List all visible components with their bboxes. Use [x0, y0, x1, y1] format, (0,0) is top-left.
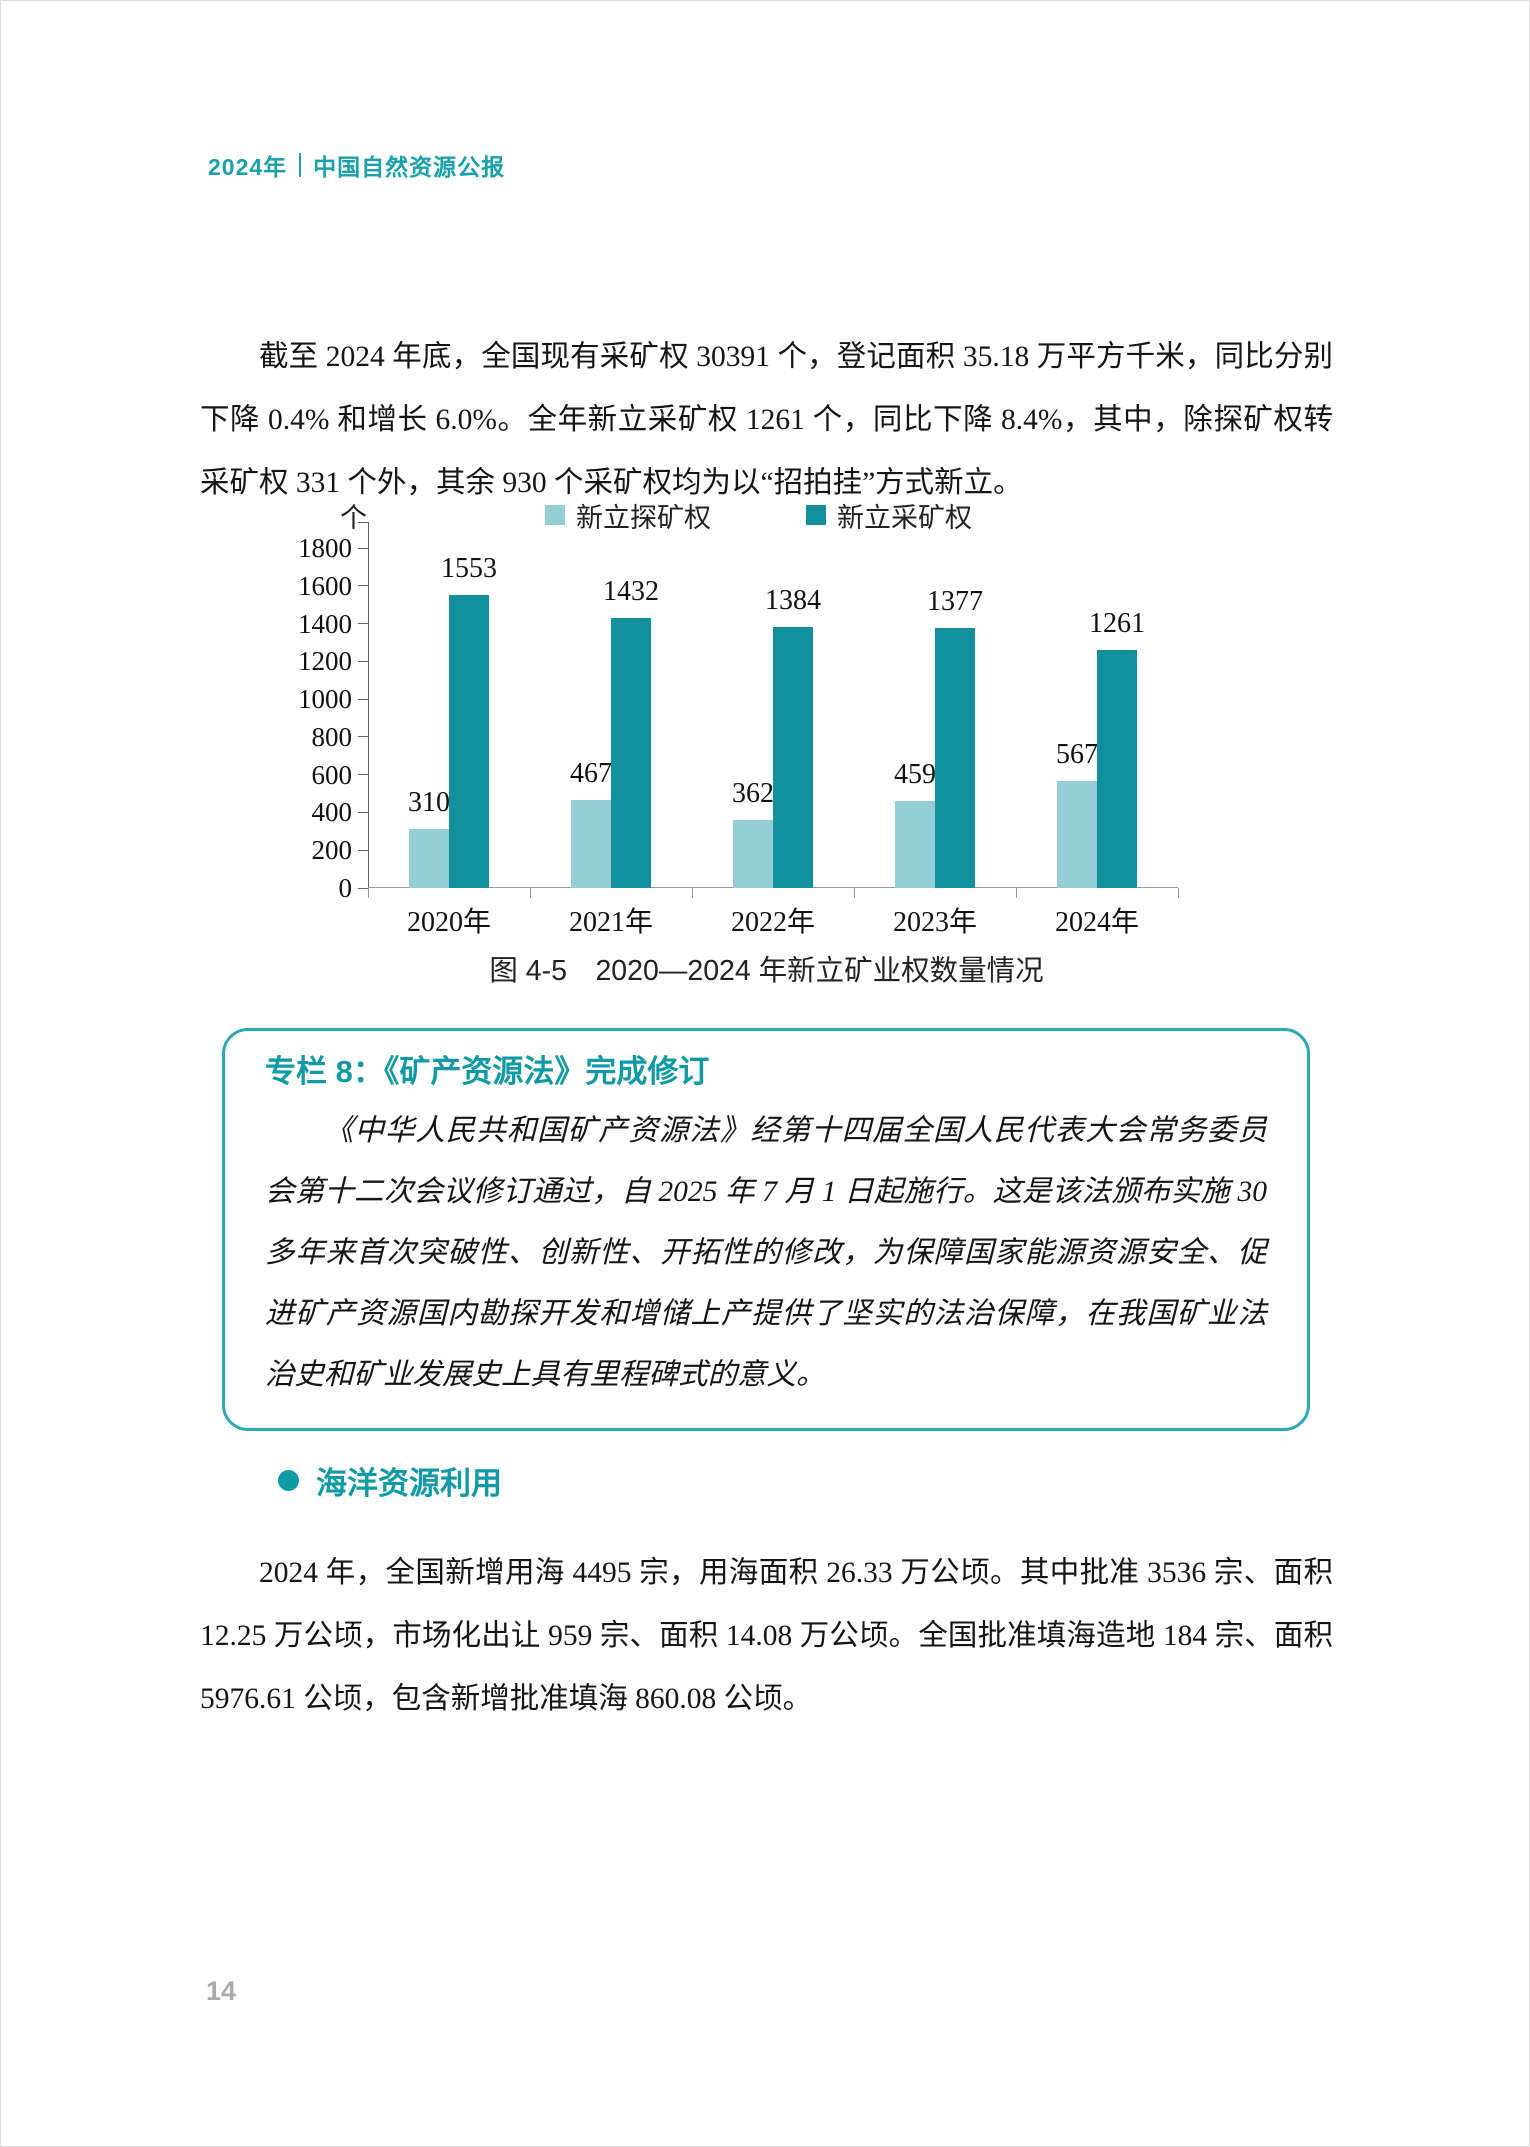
figure-caption: 图 4-5 2020—2024 年新立矿业权数量情况 — [489, 955, 1044, 987]
y-tick-label: 0 — [338, 873, 353, 903]
chart-legend: 新立探矿权 新立采矿权 — [545, 496, 972, 535]
bar-segment — [1057, 780, 1097, 888]
x-tick-mark — [368, 888, 369, 898]
x-category-label: 2020年 — [406, 907, 491, 938]
x-tick-mark — [1016, 888, 1017, 898]
callout-box: 专栏 8：《矿产资源法》完成修订 《中华人民共和国矿产资源法》经第十四届全国人民… — [222, 1028, 1310, 1431]
y-tick-label: 600 — [311, 759, 353, 790]
x-tick-mark — [530, 888, 531, 898]
bar-value-label: 467 — [570, 757, 612, 789]
page-number: 14 — [206, 1976, 237, 2006]
y-tick-mark — [358, 811, 368, 813]
callout-body: 《中华人民共和国矿产资源法》经第十四届全国人民代表大会常务委员会第十二次会议修订… — [265, 1115, 1267, 1391]
y-tick-mark — [358, 660, 368, 662]
y-tick-mark — [358, 698, 368, 700]
x-tick-mark — [1178, 888, 1179, 898]
paragraph-mining-rights: 截至 2024 年底，全国现有采矿权 30391 个，登记面积 35.18 万平… — [200, 340, 1333, 499]
bar-segment — [611, 617, 651, 888]
y-tick-mark — [358, 736, 368, 738]
bar-value-label: 567 — [1056, 738, 1098, 770]
section-title: 海洋资源利用 — [316, 1466, 502, 1501]
chart-top-row: 个 新立探矿权 新立采矿权 — [290, 492, 1190, 538]
legend-swatch-icon — [545, 505, 565, 525]
bar-segment — [449, 594, 489, 888]
bar-segment — [773, 626, 813, 888]
y-axis-line — [368, 522, 369, 888]
bar-value-label: 1261 — [1089, 607, 1145, 639]
y-axis-unit-label: 个 — [340, 502, 367, 533]
legend-label: 新立探矿权 — [576, 502, 711, 533]
y-tick-mark — [358, 849, 368, 851]
y-tick-label: 200 — [311, 835, 353, 866]
y-tick-mark — [358, 547, 368, 549]
bar-segment — [1097, 649, 1137, 888]
legend-label: 新立采矿权 — [837, 502, 972, 533]
doc-header: 2024年 中国自然资源公报 — [208, 148, 505, 182]
bar-chart: 个 新立探矿权 新立采矿权 0 200 400 600 800 1000 1200 1400 16… — [290, 492, 1190, 938]
bar-value-label: 1432 — [603, 575, 659, 607]
bar-value-label: 1384 — [765, 584, 821, 616]
bar-segment — [935, 627, 975, 888]
x-tick-mark — [854, 888, 855, 898]
paragraph-ocean-use: 2024 年，全国新增用海 4495 宗，用海面积 26.33 万公顷。其中批准… — [200, 1556, 1333, 1715]
chart-plot: 0 200 400 600 800 1000 1200 1400 1600 1800 310 1553… — [298, 522, 1179, 903]
y-tick-label: 1200 — [298, 646, 352, 677]
bar-value-label: 1553 — [441, 552, 497, 584]
bar-value-label: 1377 — [927, 585, 983, 617]
chart-xlabels: 2020年 2021年 2022年 2023年 2024年 — [368, 888, 1178, 938]
y-tick-mark — [358, 774, 368, 776]
y-tick-label: 400 — [311, 797, 353, 828]
x-tick-mark — [692, 888, 693, 898]
x-category-label: 2023年 — [892, 907, 977, 938]
legend-item: 新立探矿权 — [545, 496, 711, 535]
header-divider — [299, 153, 302, 177]
y-tick-label: 1600 — [298, 570, 352, 601]
y-axis-top-tick — [358, 522, 368, 523]
legend-swatch-icon — [806, 505, 826, 525]
y-tick-mark — [358, 585, 368, 587]
y-tick-mark — [358, 623, 368, 625]
header-year: 2024年 — [208, 154, 288, 180]
section-heading-ocean: 海洋资源利用 — [278, 1458, 502, 1503]
bar-value-label: 310 — [408, 787, 450, 819]
bar-segment — [409, 829, 449, 888]
y-tick-label: 800 — [311, 721, 353, 752]
y-tick-label: 1800 — [298, 533, 352, 563]
bullet-icon — [278, 1470, 299, 1491]
header-title: 中国自然资源公报 — [313, 154, 506, 180]
y-tick-label: 1000 — [298, 684, 352, 715]
y-tick-label: 1400 — [298, 608, 352, 639]
bar-segment — [733, 819, 773, 888]
bar-segment — [571, 799, 611, 888]
callout-title: 专栏 8：《矿产资源法》完成修订 — [265, 1054, 710, 1089]
x-category-label: 2022年 — [730, 907, 815, 938]
bar-segment — [895, 801, 935, 888]
bar-value-label: 362 — [732, 777, 774, 809]
legend-item: 新立采矿权 — [806, 496, 972, 535]
x-category-label: 2021年 — [568, 907, 653, 938]
bar-value-label: 459 — [894, 759, 936, 791]
x-category-label: 2024年 — [1054, 907, 1139, 938]
y-tick-mark — [358, 887, 368, 889]
